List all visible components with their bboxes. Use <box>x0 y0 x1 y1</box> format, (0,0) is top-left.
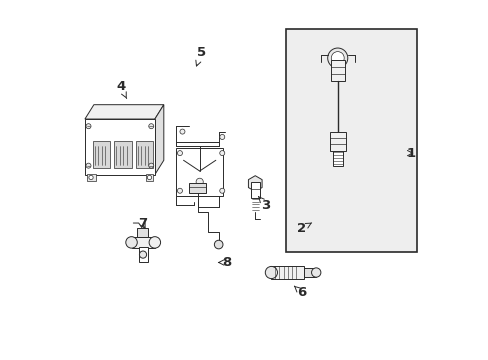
Bar <box>93 141 110 168</box>
Text: 2: 2 <box>297 222 311 235</box>
Bar <box>137 228 147 237</box>
Circle shape <box>214 240 223 249</box>
Circle shape <box>149 237 160 248</box>
Text: 7: 7 <box>138 216 146 230</box>
Bar <box>85 119 155 175</box>
Bar <box>114 141 131 168</box>
Bar <box>145 174 153 181</box>
Polygon shape <box>85 105 163 119</box>
Circle shape <box>219 134 224 139</box>
Circle shape <box>86 163 91 168</box>
Bar <box>271 266 303 279</box>
Text: 3: 3 <box>258 197 270 212</box>
Circle shape <box>180 129 184 134</box>
Circle shape <box>311 268 320 277</box>
Bar <box>176 148 223 196</box>
Circle shape <box>330 51 344 64</box>
Polygon shape <box>248 176 262 192</box>
Text: 6: 6 <box>294 286 306 300</box>
Bar <box>250 182 259 198</box>
Circle shape <box>327 48 347 68</box>
Polygon shape <box>155 105 163 175</box>
Text: 4: 4 <box>116 80 126 99</box>
Circle shape <box>125 237 137 248</box>
Circle shape <box>86 124 91 129</box>
Circle shape <box>265 266 277 279</box>
Circle shape <box>139 251 146 258</box>
Text: 5: 5 <box>196 46 205 66</box>
Circle shape <box>148 163 153 168</box>
Bar <box>131 237 155 248</box>
Circle shape <box>147 175 151 180</box>
Bar <box>303 267 316 277</box>
Text: 1: 1 <box>406 147 415 159</box>
Circle shape <box>177 150 182 156</box>
Bar <box>285 30 416 252</box>
Bar <box>136 141 153 168</box>
Text: 8: 8 <box>218 256 231 269</box>
Circle shape <box>89 175 93 180</box>
Bar <box>332 150 342 166</box>
Bar <box>139 247 147 262</box>
Circle shape <box>196 178 203 185</box>
Bar <box>329 132 345 151</box>
Circle shape <box>148 124 153 129</box>
Circle shape <box>219 150 224 156</box>
Circle shape <box>219 188 224 193</box>
Bar <box>330 60 344 81</box>
Bar <box>86 174 96 181</box>
Circle shape <box>177 188 182 193</box>
Bar <box>188 183 206 193</box>
